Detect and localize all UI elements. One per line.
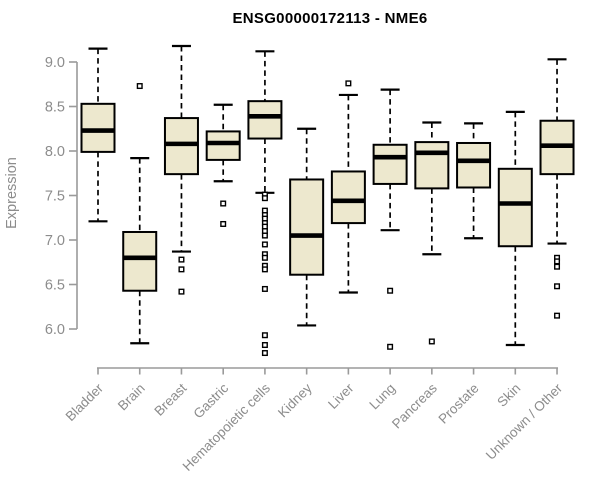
y-tick-label: 6.5 (45, 278, 65, 294)
y-tick-label: 6.0 (45, 322, 65, 338)
outlier-point (387, 287, 394, 294)
y-tick-label: 7.5 (45, 189, 65, 205)
outlier-point (261, 332, 268, 339)
box-rect (247, 100, 283, 140)
box-rect (205, 130, 241, 161)
box-rect (122, 230, 158, 292)
boxplot-group-lung (372, 88, 408, 350)
box-rect (330, 170, 366, 225)
y-axis: 6.0 6.5 7.0 7.5 8.0 8.5 9.0 Expression (4, 55, 78, 338)
x-tick-label: Brain (115, 381, 148, 414)
box-rect (414, 141, 450, 190)
outlier-point (387, 343, 394, 350)
x-tick-label: Prostate (436, 381, 482, 427)
outlier-point (136, 83, 143, 90)
outlier-point (220, 200, 227, 207)
x-tick-label: Breast (151, 380, 189, 418)
box-rect (289, 178, 325, 276)
outlier-point (554, 258, 561, 265)
outlier-point (554, 312, 561, 319)
boxplot-group-unknown-other (539, 58, 575, 319)
boxplot-group-gastric (205, 103, 241, 227)
outlier-point (261, 254, 268, 261)
y-tick-label: 7.0 (45, 233, 65, 249)
boxplot-group-bladder (80, 47, 116, 223)
chart-title: ENSG00000172113 - NME6 (232, 10, 428, 27)
boxplot-group-hematopoietic-cells (247, 50, 283, 357)
outlier-point (261, 285, 268, 292)
boxplot-group-prostate (456, 122, 492, 240)
y-tick-label: 9.0 (45, 55, 65, 71)
boxplot-group-brain (122, 83, 158, 345)
x-tick-label: Skin (494, 381, 523, 410)
x-tick-label: Unknown / Other (483, 380, 566, 463)
outlier-point (261, 342, 268, 349)
x-tick-label: Bladder (63, 380, 107, 424)
box-rect (372, 143, 408, 185)
boxplot-group-breast (163, 44, 199, 295)
outlier-point (345, 80, 352, 87)
outlier-point (554, 283, 561, 290)
box-rect (497, 167, 533, 248)
x-tick-label: Gastric (190, 380, 231, 421)
x-tick-label: Pancreas (389, 380, 440, 431)
x-tick-label: Liver (325, 380, 357, 412)
boxplot-group-kidney (289, 127, 325, 327)
y-tick-label: 8.5 (45, 100, 65, 116)
box-rect (80, 102, 116, 153)
x-tick-label: Lung (366, 381, 398, 413)
x-tick-label: Kidney (275, 380, 315, 420)
outlier-point (261, 266, 268, 273)
outlier-point (178, 288, 185, 295)
box-rect (456, 141, 492, 189)
outlier-point (261, 350, 268, 357)
outlier-point (220, 220, 227, 227)
boxplot-group-liver (330, 80, 366, 294)
outlier-point (428, 338, 435, 345)
outlier-point (178, 256, 185, 263)
outlier-point (178, 266, 185, 273)
boxplot-group-pancreas (414, 121, 450, 345)
outlier-point (261, 241, 268, 248)
y-axis-title: Expression (4, 157, 20, 229)
outlier-point (554, 263, 561, 270)
outlier-point (261, 195, 268, 202)
y-tick-label: 8.0 (45, 144, 65, 160)
outlier-point (261, 232, 268, 239)
boxplot-group-skin (497, 110, 533, 347)
